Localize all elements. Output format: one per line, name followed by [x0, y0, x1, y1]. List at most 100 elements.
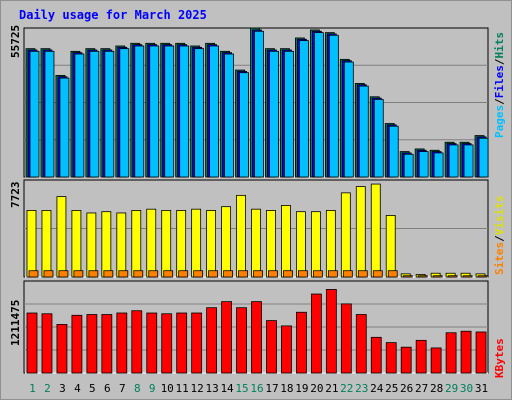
visits-bar: [355, 186, 366, 278]
visits-bar: [176, 210, 187, 278]
sites-bar: [103, 270, 114, 278]
sites-bar: [238, 270, 248, 278]
kbytes-bar: [176, 312, 188, 374]
visits-bar: [385, 215, 396, 278]
legend-files: Files: [493, 65, 506, 98]
x-tick-label: 15: [235, 382, 248, 395]
visits-ymax-label: 7723: [9, 182, 22, 209]
chart-title: Daily usage for March 2025: [19, 8, 207, 22]
kbytes-bar: [131, 310, 143, 374]
x-tick-label: 5: [89, 382, 96, 395]
pages-bar: [44, 50, 55, 178]
visits-bar: [131, 210, 142, 278]
legend-hits: Hits: [493, 32, 506, 59]
sites-bar: [312, 270, 323, 278]
visits-bar: [340, 192, 351, 278]
visits-bar: [41, 210, 52, 278]
legend-sites: Sites: [493, 242, 506, 275]
kbytes-bar: [86, 314, 98, 374]
visits-bar: [236, 194, 246, 278]
pages-bar: [29, 50, 40, 178]
x-tick-label: 24: [370, 382, 384, 395]
sites-bar: [253, 270, 263, 278]
visits-bar: [71, 210, 82, 278]
sites-bar: [462, 275, 473, 278]
x-tick-label: 6: [104, 382, 111, 395]
kbytes-bar: [206, 307, 218, 374]
kbytes-bar: [460, 330, 472, 374]
kbytes-bar: [71, 314, 83, 374]
pages-bar: [388, 125, 399, 178]
pages-bar: [313, 32, 324, 178]
legend-hits-files-pages: Pages/Files/Hits: [493, 32, 506, 138]
pages-bar: [89, 50, 100, 178]
x-tick-label: 31: [475, 382, 488, 395]
pages-bar: [478, 137, 489, 178]
visits-bar: [296, 211, 306, 278]
sites-bar: [133, 270, 144, 278]
kbytes-bar: [355, 314, 367, 374]
kbytes-bar: [445, 332, 457, 374]
visits-panel: [23, 179, 489, 278]
visits-bar: [146, 208, 157, 278]
pages-bar: [239, 72, 249, 178]
kbytes-panel: [23, 280, 489, 374]
sites-bar: [298, 270, 308, 278]
x-tick-label: 1: [29, 382, 36, 395]
x-tick-label: 23: [355, 382, 368, 395]
visits-bar: [26, 210, 37, 278]
legend-pages: Pages: [493, 105, 506, 138]
legend-kbytes: KBytes: [493, 338, 506, 378]
sites-bar: [148, 270, 159, 278]
kbytes-bar: [325, 289, 337, 374]
x-tick-label: 29: [445, 382, 458, 395]
kbytes-bar: [221, 301, 232, 374]
visits-bar: [310, 211, 321, 278]
pages-bar: [134, 45, 145, 178]
sites-bar: [283, 270, 293, 278]
kbytes-bar: [281, 325, 292, 374]
sites-bar: [58, 270, 69, 278]
x-tick-label: 18: [280, 382, 293, 395]
x-tick-label: 9: [149, 382, 156, 395]
x-tick-label: 26: [400, 382, 413, 395]
pages-bar: [284, 50, 294, 178]
pages-bar: [104, 50, 115, 178]
kbytes-bar: [251, 301, 262, 374]
x-tick-label: 28: [430, 382, 443, 395]
visits-bar: [161, 210, 172, 278]
kbytes-bar: [430, 347, 442, 374]
kbytes-bar: [41, 313, 53, 374]
x-tick-label: 19: [295, 382, 308, 395]
sites-bar: [208, 270, 219, 278]
x-tick-label: 22: [340, 382, 353, 395]
pages-bar: [59, 77, 70, 178]
x-tick-label: 21: [325, 382, 338, 395]
kbytes-bar: [116, 312, 128, 374]
sites-bar: [417, 275, 428, 278]
visits-bar: [281, 205, 291, 278]
pages-bar: [119, 48, 130, 178]
sites-bar: [118, 270, 129, 278]
sites-bar: [342, 270, 353, 278]
sites-bar: [73, 270, 84, 278]
sites-bar: [163, 270, 174, 278]
x-tick-label: 7: [119, 382, 126, 395]
visits-bar: [325, 210, 336, 278]
sites-bar: [432, 275, 443, 278]
sites-bar: [28, 270, 39, 278]
pages-bar: [328, 34, 339, 178]
pages-bar: [448, 144, 459, 178]
visits-bar: [101, 211, 112, 278]
kbytes-bar: [310, 293, 322, 374]
kbytes-bar: [191, 312, 203, 374]
pages-bar: [74, 53, 85, 178]
pages-bar: [403, 153, 414, 178]
sites-bar: [477, 275, 488, 278]
pages-bar: [373, 99, 384, 178]
visits-bar: [370, 183, 381, 278]
x-tick-label: 13: [205, 382, 218, 395]
pages-bar: [164, 45, 175, 178]
visits-bar: [56, 196, 67, 278]
